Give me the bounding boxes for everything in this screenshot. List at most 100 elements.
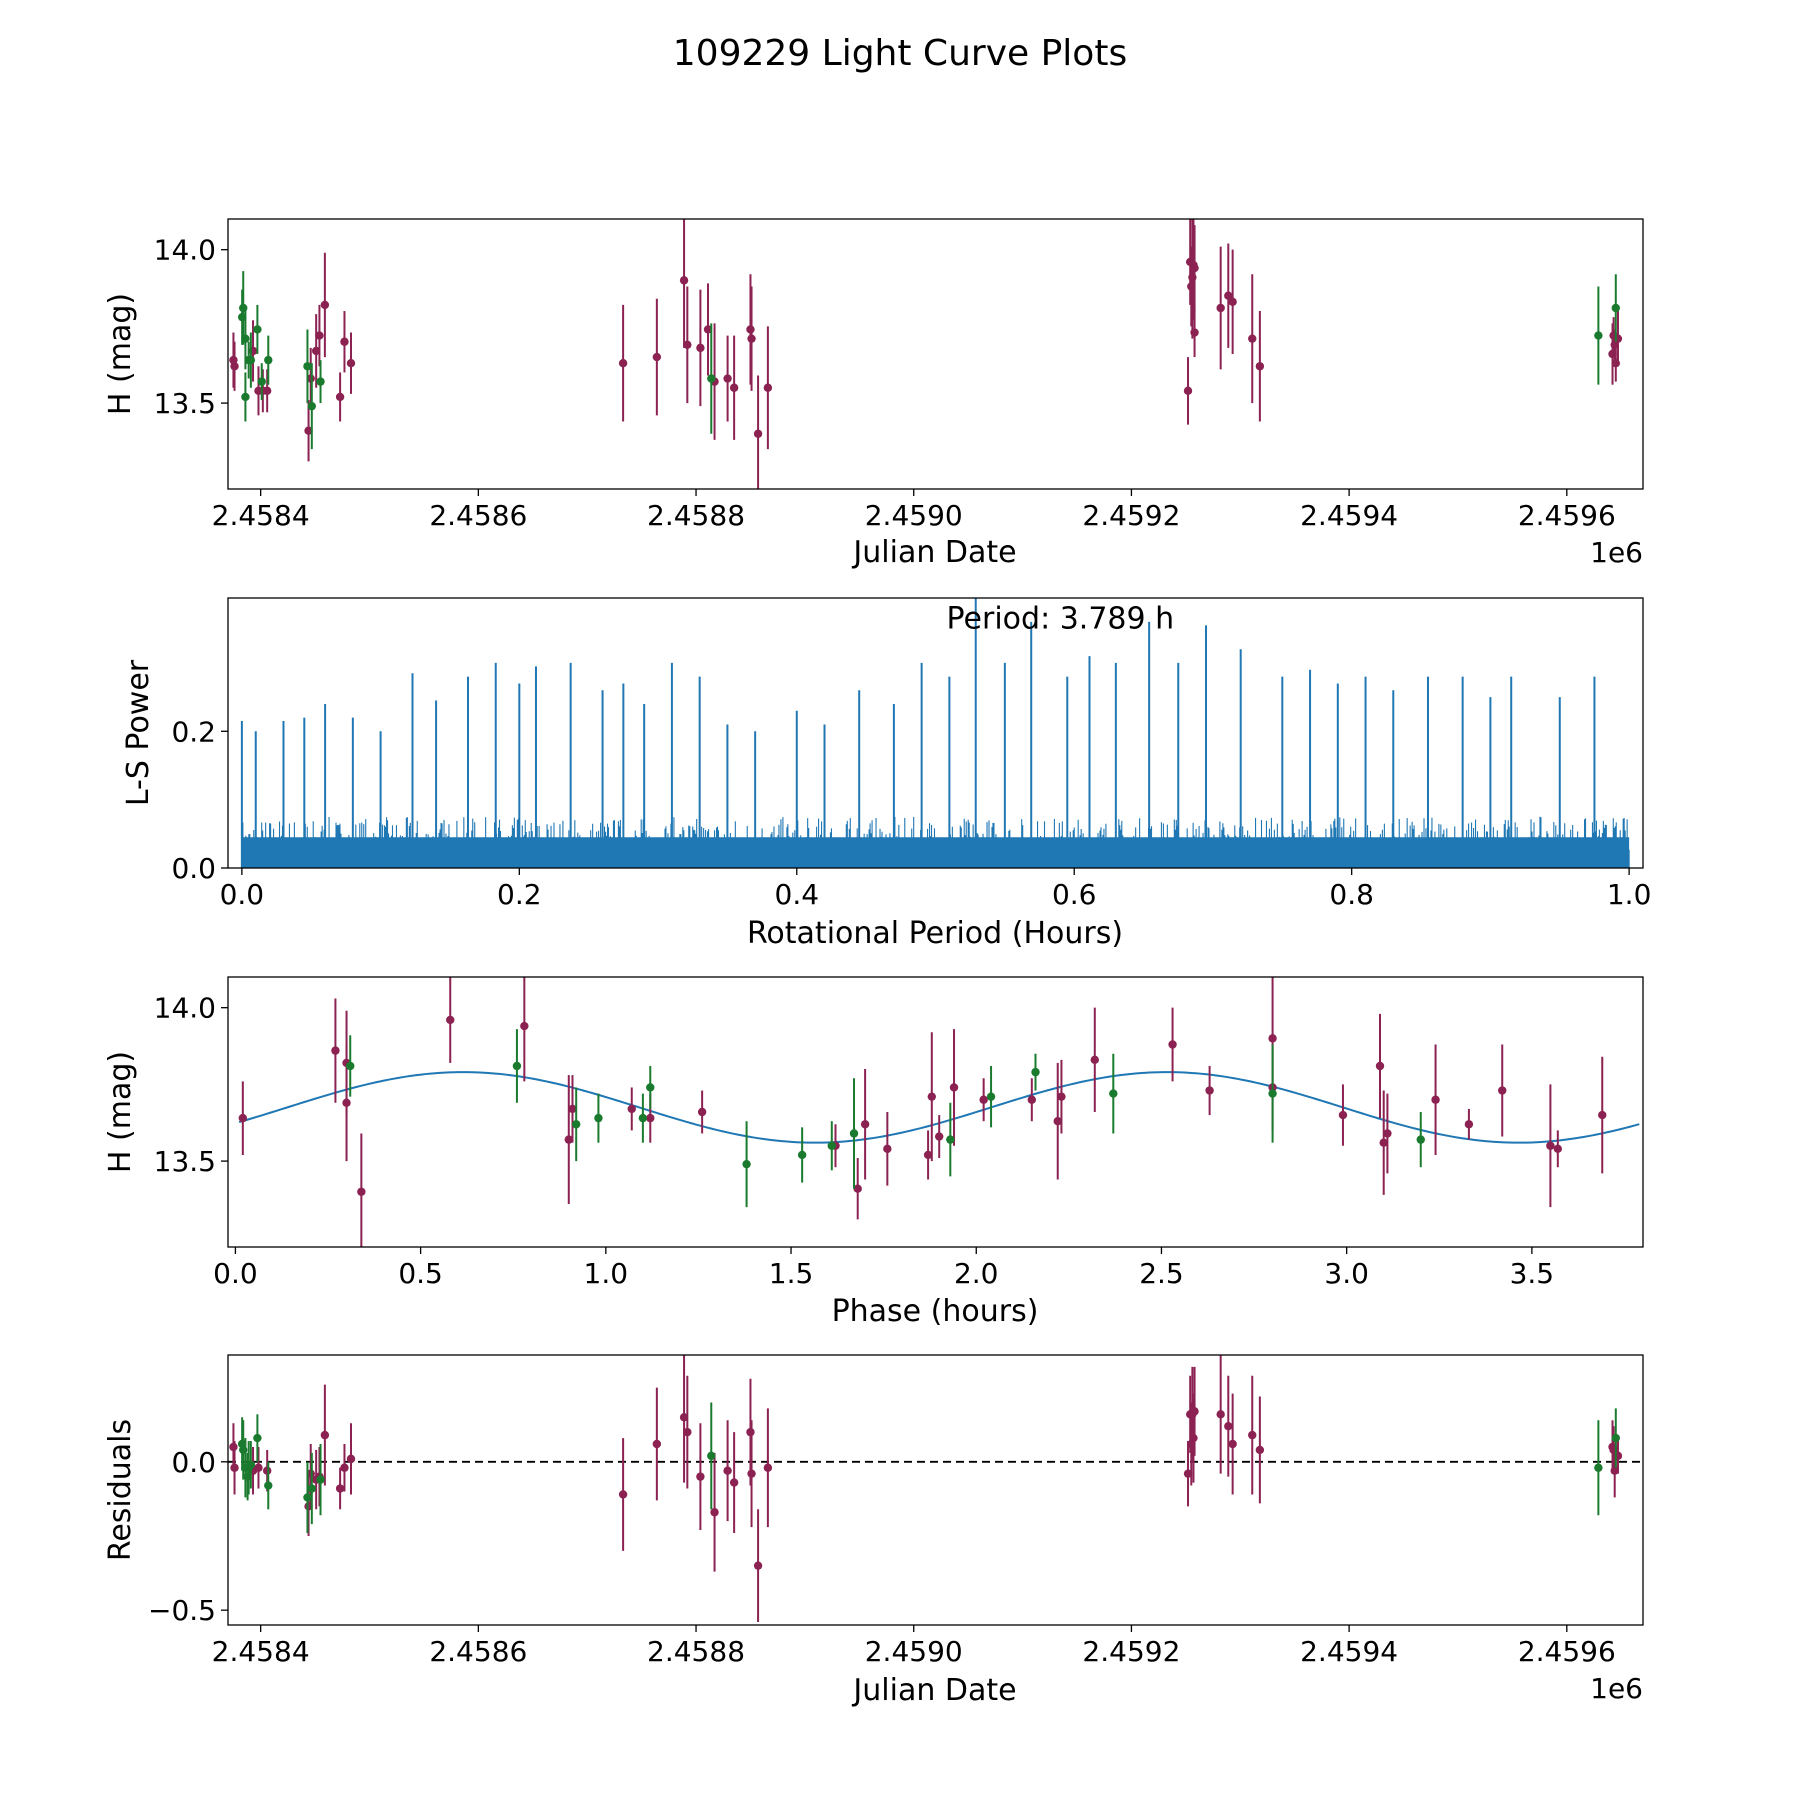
data-point: [707, 1451, 716, 1461]
data-point: [243, 1472, 252, 1481]
data-point: [1498, 1086, 1507, 1095]
y-tick-label: −0.5: [148, 1594, 216, 1627]
data-point: [1416, 1135, 1425, 1144]
phase-folded-frame: [227, 976, 1644, 1248]
x-tick-label: 2.4588: [647, 1635, 745, 1668]
x-tick-label: 1.0: [584, 1257, 629, 1290]
data-point: [1216, 1410, 1225, 1419]
data-point: [729, 1478, 739, 1487]
data-point: [927, 1092, 936, 1101]
data-point: [311, 346, 321, 356]
x-axis-label: Julian Date: [851, 1673, 1016, 1708]
data-point: [246, 355, 256, 365]
data-point: [320, 300, 330, 310]
data-point: [1553, 1144, 1563, 1154]
data-point: [1248, 334, 1257, 343]
data-point: [320, 1430, 330, 1440]
x-tick-label: 0.2: [497, 878, 542, 911]
data-point: [627, 1104, 636, 1114]
purple-series: [229, 219, 1623, 489]
data-point: [1611, 1433, 1620, 1443]
data-point: [1383, 1129, 1392, 1138]
power-noise-band: [241, 837, 1630, 868]
data-point: [935, 1132, 944, 1141]
data-point: [753, 429, 763, 438]
data-point: [1224, 291, 1233, 300]
data-point: [246, 1460, 256, 1469]
data-point: [306, 374, 315, 383]
data-point: [340, 1463, 349, 1472]
x-tick-label: 0.5: [398, 1257, 443, 1290]
x-tick-label: 2.4594: [1300, 499, 1398, 532]
data-point: [946, 1135, 955, 1144]
data-point: [520, 1021, 529, 1031]
data-point: [986, 1092, 996, 1101]
data-point: [307, 401, 317, 411]
x-tick-label: 3.5: [1510, 1257, 1555, 1290]
data-point: [1053, 1117, 1062, 1126]
data-point: [1031, 1067, 1040, 1077]
data-point: [1090, 1055, 1099, 1065]
data-point: [1255, 1445, 1265, 1455]
data-point: [304, 426, 313, 435]
data-point: [264, 355, 273, 365]
data-point: [1248, 1430, 1257, 1440]
data-point: [652, 1439, 662, 1449]
light-curve-panel: 2.4584 2.4586 2.4588 2.4590 2.4592 2.4594 2.45…: [103, 218, 1644, 570]
y-tick-label: 0.2: [171, 715, 216, 748]
x-offset-label: 1e6: [1590, 536, 1643, 569]
data-point: [797, 1150, 807, 1160]
data-point: [1464, 1120, 1474, 1129]
data-point: [638, 1113, 648, 1123]
x-tick-label: 2.4592: [1082, 499, 1180, 532]
data-point: [1375, 1061, 1385, 1071]
data-point: [723, 1466, 732, 1475]
y-tick-label: 13.5: [154, 1145, 216, 1178]
data-point: [1190, 328, 1199, 337]
data-point: [331, 1046, 340, 1055]
data-point: [335, 392, 345, 402]
light-curve-frame: [227, 218, 1644, 490]
data-point: [342, 1098, 351, 1107]
data-point: [335, 1484, 345, 1493]
data-point: [1594, 331, 1603, 340]
data-point: [1228, 1439, 1237, 1449]
y-tick-label: 0.0: [171, 852, 216, 885]
data-point: [753, 1561, 763, 1570]
light-curve-plot-area: [229, 219, 1623, 489]
data-point: [1379, 1138, 1388, 1147]
x-offset-label: 1e6: [1590, 1672, 1643, 1705]
data-point: [1228, 297, 1237, 307]
y-tick-label: 14.0: [154, 992, 216, 1025]
periodogram-frame: [227, 597, 1644, 869]
y-tick-label: 13.5: [154, 387, 216, 420]
x-tick-label: 2.4588: [647, 499, 745, 532]
data-point: [568, 1104, 577, 1114]
data-point: [346, 359, 356, 368]
y-tick-label: 14.0: [154, 234, 216, 267]
residuals-frame: [227, 1354, 1644, 1626]
data-point: [1431, 1095, 1440, 1104]
data-point: [346, 1454, 356, 1464]
periodogram-plot-area: [240, 598, 1630, 868]
green-series: [237, 271, 1620, 450]
data-point: [652, 352, 662, 362]
data-point: [923, 1150, 933, 1160]
data-point: [241, 392, 250, 402]
data-point: [1546, 1141, 1555, 1150]
data-point: [1610, 1466, 1619, 1475]
data-point: [1190, 1407, 1199, 1416]
data-point: [262, 386, 272, 396]
data-point: [1338, 1110, 1348, 1120]
x-tick-label: 2.4584: [212, 499, 310, 532]
data-point: [303, 362, 312, 371]
y-axis-label: L-S Power: [121, 659, 156, 806]
data-point: [346, 1061, 355, 1071]
data-point: [646, 1113, 655, 1123]
data-point: [683, 1427, 692, 1437]
data-point: [1205, 1086, 1214, 1095]
data-point: [763, 1463, 773, 1472]
periodogram-panel: Period: 3.789 h 0.0 0.2 0.4 0.6 0.8 1.0 0.0 0.2 R…: [121, 597, 1651, 951]
data-point: [747, 334, 756, 343]
